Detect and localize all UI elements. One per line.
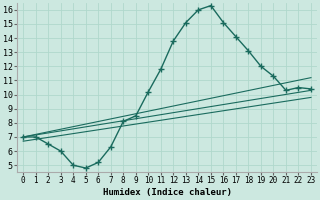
X-axis label: Humidex (Indice chaleur): Humidex (Indice chaleur) xyxy=(103,188,232,197)
